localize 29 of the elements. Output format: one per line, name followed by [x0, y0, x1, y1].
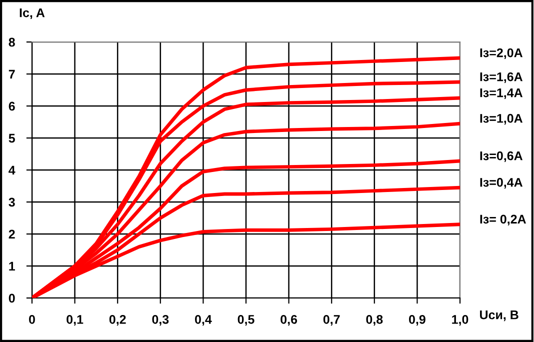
- series-label: Iз= 0,2A: [480, 214, 526, 226]
- x-axis-title: Uси, В: [480, 310, 518, 322]
- y-tick-label: 8: [8, 38, 15, 47]
- x-tick-label: 0,9: [409, 314, 426, 326]
- series-label: Iз=1,4A: [480, 88, 523, 99]
- x-tick-label: 0: [29, 314, 35, 324]
- series-label: Iз=1,0A: [480, 114, 523, 125]
- x-tick-label: 0,2: [109, 314, 126, 326]
- series-label: Iз=2,0A: [480, 48, 523, 59]
- y-tick-label: 3: [8, 198, 15, 207]
- y-tick-label: 4: [8, 166, 16, 175]
- series-label: Iз=0,6A: [480, 151, 523, 162]
- y-tick-label: 6: [8, 102, 15, 111]
- y-tick-label: 7: [8, 70, 15, 79]
- x-tick-label: 0,7: [323, 314, 340, 326]
- x-tick-label: 0,3: [152, 314, 169, 326]
- y-tick-label: 0: [8, 294, 15, 303]
- x-tick-label: 0,1: [66, 314, 84, 326]
- y-tick-label: 5: [8, 134, 15, 143]
- x-tick-label: 1,0: [452, 314, 468, 326]
- x-tick-label: 0,8: [366, 314, 383, 326]
- y-axis-title: Ic, A: [20, 8, 45, 20]
- x-tick-label: 0,5: [238, 314, 254, 326]
- x-tick-label: 0,4: [195, 314, 212, 326]
- x-tick-label: 0,6: [280, 314, 298, 326]
- series-label: Iз=0,4A: [480, 178, 523, 189]
- y-tick-label: 1: [9, 262, 15, 271]
- series-label: Iз=1,6A: [480, 72, 523, 83]
- y-tick-label: 2: [8, 230, 15, 239]
